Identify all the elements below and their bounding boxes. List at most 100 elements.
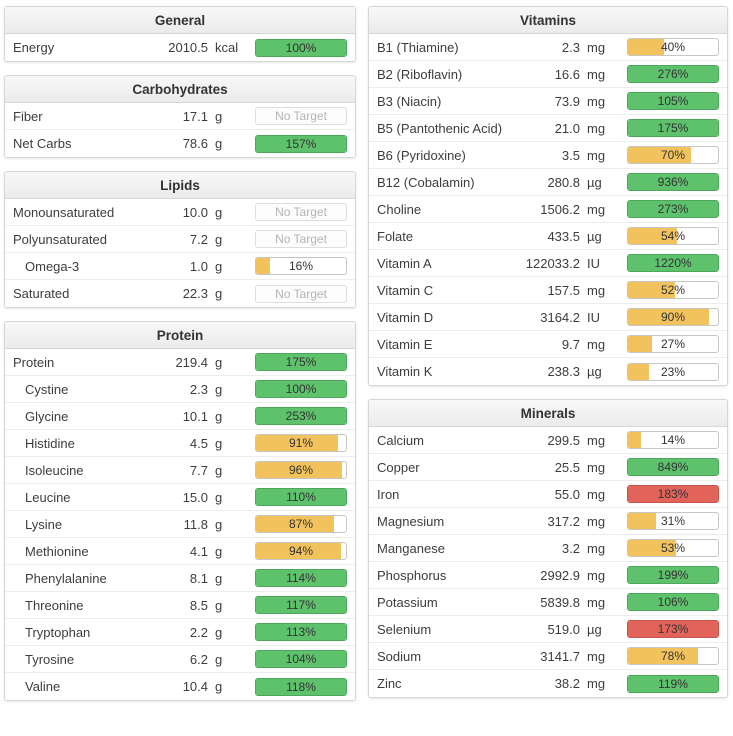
nutrient-value: 2010.5 — [168, 40, 208, 55]
nutrient-unit: mg — [587, 66, 606, 82]
nutrient-value: 280.8 — [547, 174, 580, 190]
target-bar-fill — [628, 363, 649, 380]
nutrient-row: B6 (Pyridoxine) 3.5 mg 70% — [369, 142, 727, 169]
target-bar-label: 40% — [660, 40, 686, 54]
nutrient-label: Threonine — [25, 597, 84, 613]
target-bar-label: 110% — [286, 490, 316, 504]
nutrient-label: Cystine — [25, 381, 69, 397]
panel-lipids-body: Monounsaturated 10.0 g No Target Polyunsatur… — [5, 199, 355, 307]
nutrient-value: 122033.2 — [525, 255, 580, 271]
nutrient-unit: IU — [587, 255, 600, 271]
target-bar-fill — [628, 567, 718, 583]
target-bar: 16% — [255, 257, 347, 275]
nutrient-label: Copper — [377, 459, 420, 475]
target-bar-label: 1220% — [654, 256, 692, 270]
target-bar-fill — [628, 309, 709, 325]
nutrient-value: 299.5 — [547, 432, 580, 448]
nutrient-label: Lysine — [25, 516, 63, 532]
nutrient-row: Sodium 3141.7 mg 78% — [369, 643, 727, 670]
target-bar-label: 173% — [657, 622, 689, 636]
nutrient-label: Vitamin A — [377, 255, 432, 271]
target-bar-label: 31% — [660, 514, 686, 528]
target-bar: 87% — [255, 515, 347, 533]
nutrient-label: Tryptophan — [25, 624, 91, 640]
nutrient-unit: g — [215, 108, 223, 124]
target-bar-fill — [628, 675, 718, 692]
target-bar: 52% — [627, 281, 719, 299]
nutrient-label: Fiber — [13, 108, 43, 124]
nutrition-report: General Energy 2010.5 kcal 100% Carbohydrat… — [4, 6, 728, 701]
target-bar-label: 87% — [288, 517, 314, 531]
target-bar: 1220% — [627, 254, 719, 272]
target-bar: 118% — [255, 677, 347, 696]
nutrient-value: 22.3 — [182, 286, 208, 301]
target-bar: 105% — [627, 92, 719, 110]
nutrient-unit: mg — [587, 93, 606, 109]
target-bar: 114% — [255, 569, 347, 587]
nutrient-value: 11.8 — [183, 516, 208, 532]
target-bar-fill — [628, 513, 656, 529]
target-bar: 31% — [627, 512, 719, 530]
nutrient-row: Vitamin D 3164.2 IU 90% — [369, 304, 727, 331]
target-bar-fill — [256, 258, 271, 274]
target-bar-fill — [628, 66, 718, 82]
target-bar-fill — [628, 147, 691, 163]
nutrient-row: Magnesium 317.2 mg 31% — [369, 508, 727, 535]
nutrient-value: 219.4 — [175, 354, 208, 370]
target-bar-label: 117% — [286, 598, 316, 612]
target-bar-fill — [256, 489, 346, 505]
target-bar: 199% — [627, 566, 719, 584]
target-bar: 40% — [627, 38, 719, 56]
nutrient-unit: mg — [587, 120, 606, 136]
target-bar-label: 100% — [285, 382, 317, 396]
nutrient-value: 25.5 — [554, 459, 580, 475]
nutrient-row: Leucine 15.0 g 110% — [5, 484, 355, 511]
target-bar-fill — [256, 651, 346, 667]
nutrient-label: Phosphorus — [377, 567, 447, 583]
target-bar-label: 157% — [285, 136, 317, 151]
target-bar: 175% — [627, 119, 719, 137]
nutrient-value: 55.0 — [554, 486, 580, 502]
nutrient-label: Choline — [377, 201, 422, 217]
target-bar: No Target — [255, 203, 347, 221]
target-bar-label: 105% — [657, 94, 689, 108]
target-bar-label: 175% — [657, 121, 689, 135]
nutrient-row: Fiber 17.1 g No Target — [5, 103, 355, 130]
target-bar-label: 199% — [657, 568, 689, 582]
panel-general: General Energy 2010.5 kcal 100% — [4, 6, 356, 62]
target-bar-fill — [256, 597, 346, 613]
target-bar-fill — [628, 93, 718, 109]
nutrient-label: Histidine — [25, 435, 75, 451]
nutrient-label: B5 (Pantothenic Acid) — [377, 120, 503, 136]
target-bar-label: 118% — [286, 679, 316, 694]
nutrient-row: Vitamin K 238.3 µg 23% — [369, 358, 727, 385]
target-bar-label: 253% — [285, 409, 317, 423]
nutrient-unit: mg — [587, 676, 606, 691]
target-bar-label: 70% — [660, 148, 686, 162]
target-bar: 100% — [255, 380, 347, 398]
nutrient-value: 6.2 — [189, 651, 208, 667]
nutrient-row: Tryptophan 2.2 g 113% — [5, 619, 355, 646]
target-bar-label: No Target — [275, 109, 327, 123]
nutrient-unit: mg — [587, 39, 606, 55]
nutrient-unit: g — [215, 516, 223, 532]
nutrient-unit: mg — [587, 432, 606, 448]
target-bar-fill — [256, 462, 343, 478]
nutrient-row: Manganese 3.2 mg 53% — [369, 535, 727, 562]
target-bar-label: 91% — [288, 436, 314, 450]
nutrient-row: B3 (Niacin) 73.9 mg 105% — [369, 88, 727, 115]
target-bar: 849% — [627, 458, 719, 476]
panel-vitamins-body: B1 (Thiamine) 2.3 mg 40% B2 (Riboflavin) 16.6… — [369, 34, 727, 385]
nutrient-row: Polyunsaturated 7.2 g No Target — [5, 226, 355, 253]
nutrient-label: Manganese — [377, 540, 445, 556]
target-bar: 106% — [627, 593, 719, 611]
nutrient-label: B6 (Pyridoxine) — [377, 147, 466, 163]
nutrient-unit: mg — [587, 594, 606, 610]
nutrient-row: B1 (Thiamine) 2.3 mg 40% — [369, 34, 727, 61]
target-bar-label: 104% — [285, 652, 317, 666]
nutrient-value: 1506.2 — [540, 201, 580, 217]
nutrient-label: Energy — [13, 40, 55, 55]
panel-carbohydrates-body: Fiber 17.1 g No Target Net Carbs 78.6 g 157% — [5, 103, 355, 157]
nutrient-unit: g — [215, 462, 223, 478]
nutrient-label: B3 (Niacin) — [377, 93, 442, 109]
